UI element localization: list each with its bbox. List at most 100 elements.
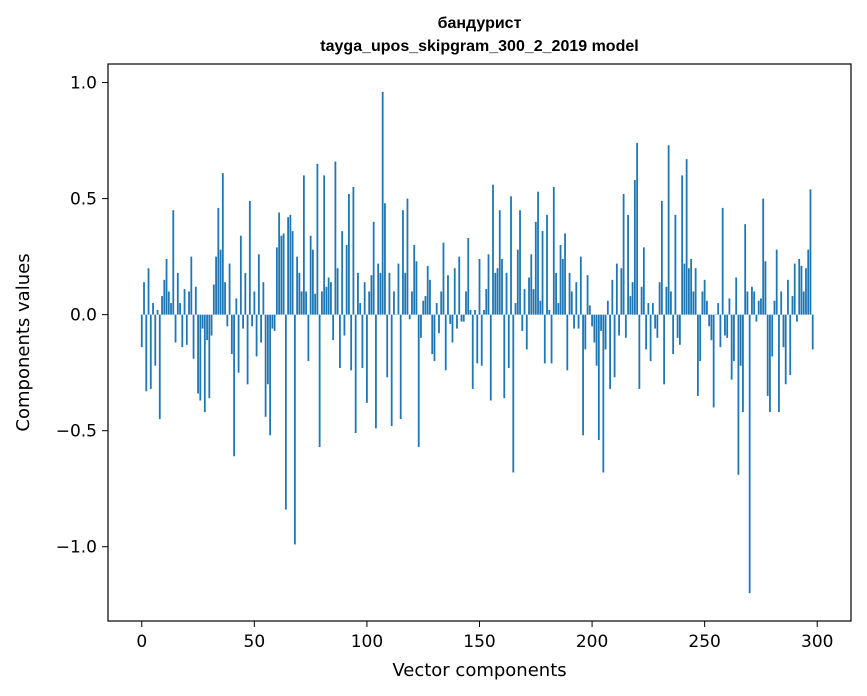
bar: [230, 314, 233, 355]
bar: [156, 310, 159, 315]
bar: [375, 314, 377, 429]
bar: [591, 314, 593, 327]
bar: [217, 207, 220, 315]
bar: [724, 314, 726, 336]
bar: [275, 247, 278, 315]
bar: [206, 314, 208, 341]
bar: [212, 284, 215, 315]
bar: [537, 191, 539, 315]
bar: [503, 314, 506, 399]
bar: [719, 314, 722, 348]
bar: [305, 291, 308, 315]
bar: [811, 314, 814, 350]
bar: [201, 314, 204, 329]
bar: [323, 175, 326, 315]
bar: [417, 314, 420, 447]
bar: [600, 314, 602, 331]
bar: [611, 279, 614, 315]
bar: [359, 303, 362, 315]
bar: [615, 263, 618, 315]
bar: [357, 272, 359, 315]
bar: [237, 314, 240, 373]
bar: [190, 256, 193, 315]
bar: [179, 303, 181, 315]
bar: [366, 314, 368, 403]
bar: [208, 314, 211, 399]
bar: [242, 314, 244, 329]
bar: [444, 314, 447, 371]
bar: [478, 258, 481, 315]
bar: [805, 268, 807, 315]
bar: [336, 268, 339, 315]
bar: [248, 200, 251, 315]
bar: [422, 300, 425, 315]
x-axis-ticks: 0 50 100 150 200 250 300: [136, 621, 833, 652]
bar: [748, 314, 751, 594]
bar: [246, 314, 249, 385]
bar: [543, 314, 546, 364]
bar: [798, 258, 801, 315]
bar: [379, 272, 382, 315]
bar: [402, 210, 404, 315]
bar: [343, 314, 346, 336]
bar: [397, 263, 400, 315]
bar: [766, 314, 769, 396]
bar: [257, 254, 260, 315]
bar: [386, 314, 389, 378]
bar: [681, 175, 684, 315]
bar: [525, 314, 528, 350]
bar: [602, 314, 605, 473]
bar: [420, 314, 422, 338]
bar: [266, 314, 269, 385]
bar: [807, 249, 810, 315]
bar: [262, 282, 265, 315]
bar: [651, 303, 654, 315]
bar: [408, 314, 411, 320]
bar: [314, 293, 317, 315]
bar: [255, 314, 258, 357]
bar: [597, 314, 600, 440]
bar: [284, 314, 287, 510]
bar: [226, 314, 229, 327]
x-axis-label: Vector components: [392, 660, 566, 681]
bar: [667, 145, 670, 315]
bar: [789, 314, 792, 375]
bar: [568, 272, 571, 315]
bar: [291, 231, 294, 315]
bar: [510, 196, 512, 315]
x-tick-label: 300: [801, 632, 833, 652]
bar: [316, 163, 319, 315]
x-tick-label: 50: [244, 632, 266, 652]
bar: [566, 314, 569, 371]
bar: [708, 314, 711, 327]
y-axis-ticks: −1.0 −0.5 0.0 0.5 1.0: [56, 74, 108, 558]
bar: [622, 193, 625, 315]
bar: [512, 314, 515, 473]
bar: [523, 289, 526, 315]
bar: [458, 256, 461, 315]
y-tick-label: −1.0: [56, 538, 97, 558]
bar: [782, 314, 785, 348]
bar: [573, 314, 575, 329]
bar: [483, 310, 485, 315]
bar: [334, 161, 337, 315]
bar: [152, 303, 154, 315]
bar: [311, 249, 314, 315]
bar: [690, 258, 693, 315]
bar: [300, 291, 303, 315]
bar: [507, 314, 510, 369]
bar: [413, 245, 416, 315]
bar: [451, 314, 454, 343]
bar: [735, 277, 738, 315]
bar: [649, 314, 652, 362]
bar: [744, 224, 747, 315]
bar: [149, 314, 152, 389]
bar: [642, 247, 645, 315]
bar: [593, 314, 596, 343]
bar: [197, 314, 199, 394]
bar: [271, 314, 274, 329]
bar: [161, 296, 163, 315]
bar: [778, 314, 780, 413]
bar: [469, 310, 472, 315]
bar: [775, 249, 778, 315]
